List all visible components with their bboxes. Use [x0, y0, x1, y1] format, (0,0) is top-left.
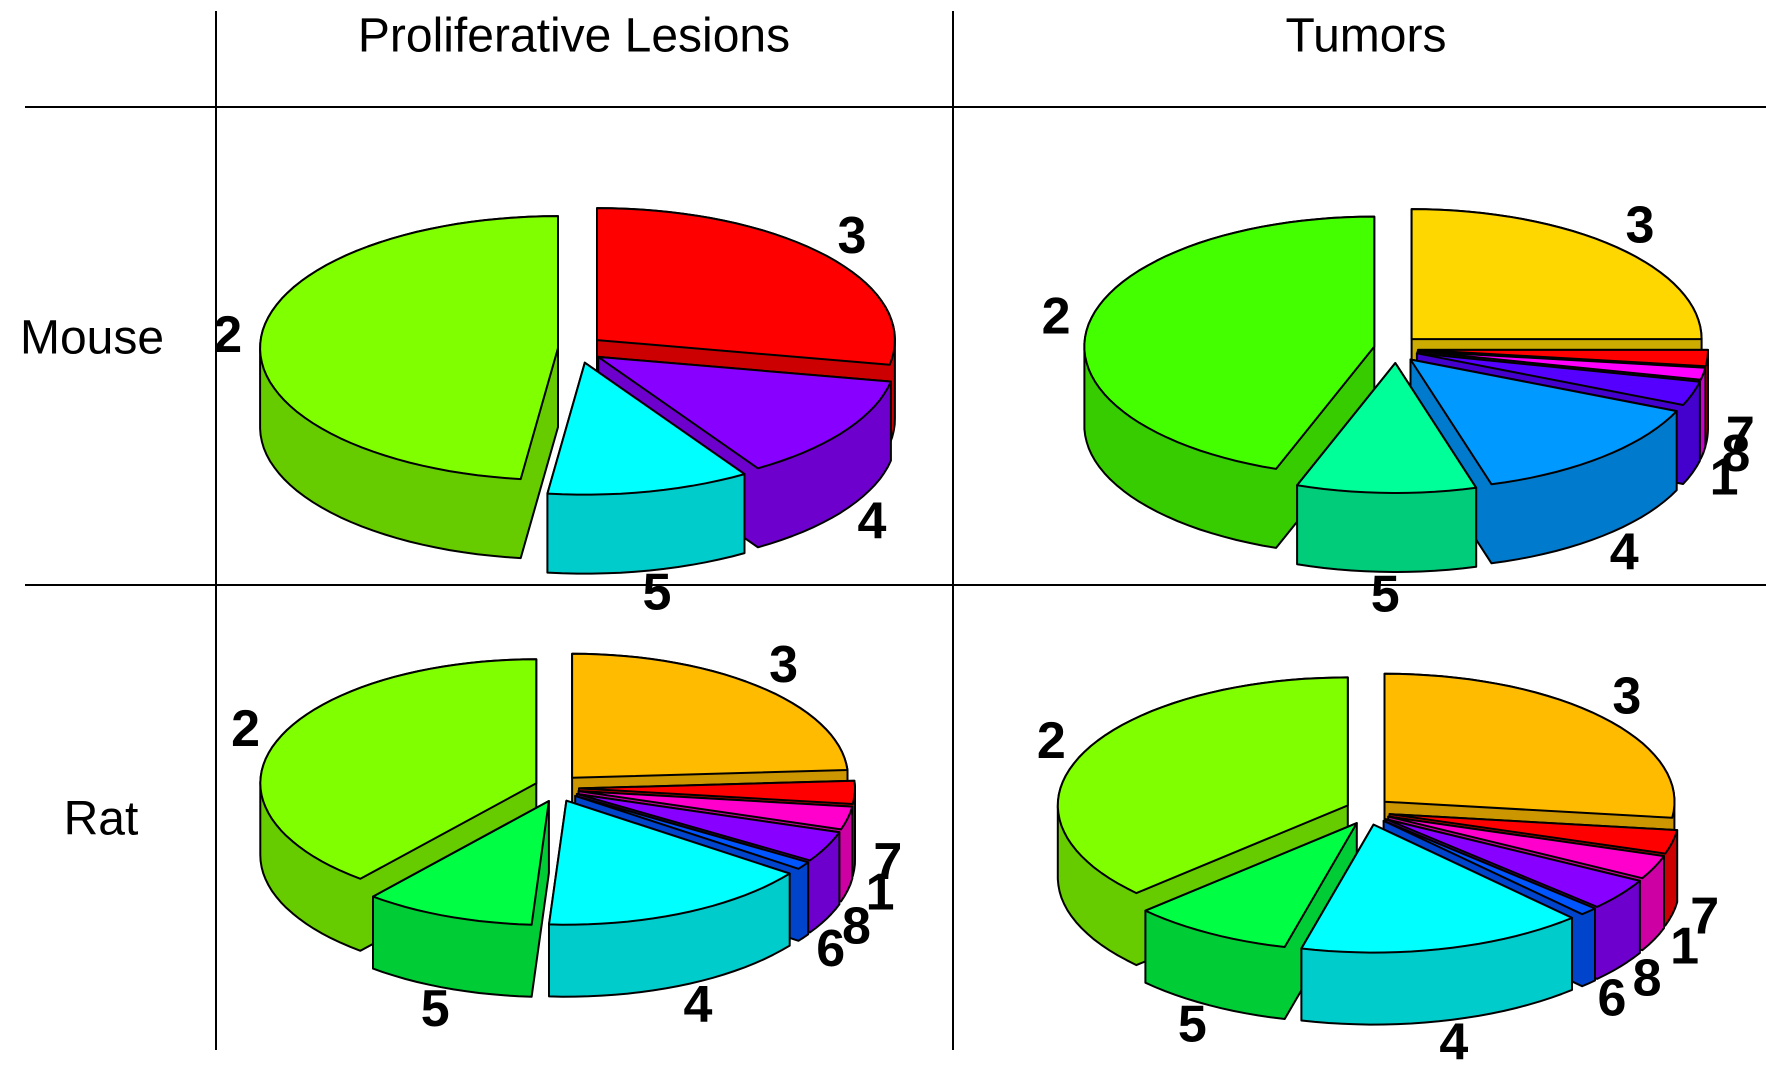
slice-label: 5 [1371, 566, 1400, 624]
column-header: Tumors [1286, 10, 1447, 63]
slice-label: 5 [643, 564, 672, 622]
slice-label: 4 [1439, 1013, 1468, 1071]
slice [1300, 823, 1573, 954]
slice [1416, 350, 1707, 381]
column-header: Proliferative Lesions [358, 10, 790, 63]
slice-label: 7 [1690, 887, 1719, 945]
slice [546, 361, 746, 496]
slice [597, 355, 892, 470]
slice-label: 5 [1178, 995, 1207, 1053]
slice-label: 3 [1612, 668, 1641, 726]
slice [1409, 358, 1678, 486]
slice [1144, 822, 1358, 948]
slice-label: 3 [838, 207, 867, 265]
slice-label: 3 [769, 636, 798, 694]
slice-label: 6 [1597, 970, 1626, 1028]
slice [1384, 818, 1641, 908]
slice-label: 1 [866, 864, 895, 922]
slice-label: 5 [421, 980, 450, 1038]
slice [372, 800, 550, 926]
slice-label: 4 [683, 976, 712, 1034]
slice [259, 215, 559, 481]
slice [596, 207, 896, 366]
slice-label: 2 [231, 700, 260, 758]
slice-label: 8 [1721, 425, 1750, 483]
slice-label: 1 [1710, 448, 1739, 506]
slice-label: 7 [873, 833, 902, 891]
slice [577, 790, 854, 831]
slice [1383, 672, 1676, 819]
slice [1083, 215, 1376, 470]
slice-label: 4 [857, 492, 886, 550]
slice-label: 6 [816, 920, 845, 978]
slice [1382, 819, 1596, 916]
row-header: Mouse [20, 312, 164, 365]
slice-label: 8 [1633, 949, 1662, 1007]
slice-label: 3 [1625, 197, 1654, 255]
slice [571, 652, 849, 779]
slice [575, 793, 841, 862]
slice [578, 779, 856, 805]
slice [1388, 813, 1679, 855]
slice [1296, 362, 1478, 494]
slice [574, 794, 810, 870]
slice [1387, 815, 1665, 880]
slice [548, 799, 791, 926]
slice-label: 8 [842, 898, 871, 956]
slice-label: 7 [1726, 406, 1755, 464]
slice-label: 2 [1042, 288, 1071, 346]
slice [1056, 676, 1349, 895]
slice-label: 2 [213, 306, 242, 364]
slice-label: 4 [1610, 523, 1639, 581]
row-header: Rat [64, 793, 139, 846]
slice-label: 2 [1037, 712, 1066, 770]
slice [259, 658, 538, 880]
slice [1410, 208, 1703, 341]
slice [1417, 348, 1709, 368]
slice [1415, 352, 1701, 406]
slice-label: 1 [1670, 917, 1699, 975]
